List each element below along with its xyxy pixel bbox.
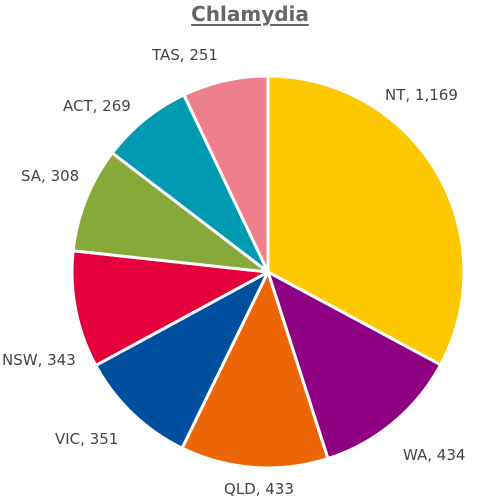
pie-slice-tas: [182, 74, 270, 274]
pie-label-nt: NT, 1,169: [385, 86, 458, 104]
pie-label-nsw: NSW, 343: [2, 351, 76, 369]
pie-labels: NT, 1,169 WA, 434 QLD, 433 VIC, 351 NSW, 343…: [2, 46, 465, 498]
pie-label-sa: SA, 308: [21, 167, 79, 185]
pie-label-tas: TAS, 251: [151, 46, 218, 64]
pie-label-qld: QLD, 433: [224, 480, 294, 498]
pie-label-vic: VIC, 351: [55, 430, 118, 448]
pie-slice-nt: [266, 74, 466, 367]
pie-slice-vic: [94, 270, 270, 450]
pie-label-wa: WA, 434: [403, 446, 465, 464]
pie-slices: [70, 74, 466, 470]
pie-slice-nsw: [70, 249, 270, 367]
pie-slice-qld: [180, 270, 330, 470]
chart-title: Chlamydia: [191, 2, 309, 26]
pie-slice-wa: [266, 270, 443, 461]
pie-slice-sa: [71, 151, 270, 274]
pie-label-act: ACT, 269: [63, 97, 131, 115]
